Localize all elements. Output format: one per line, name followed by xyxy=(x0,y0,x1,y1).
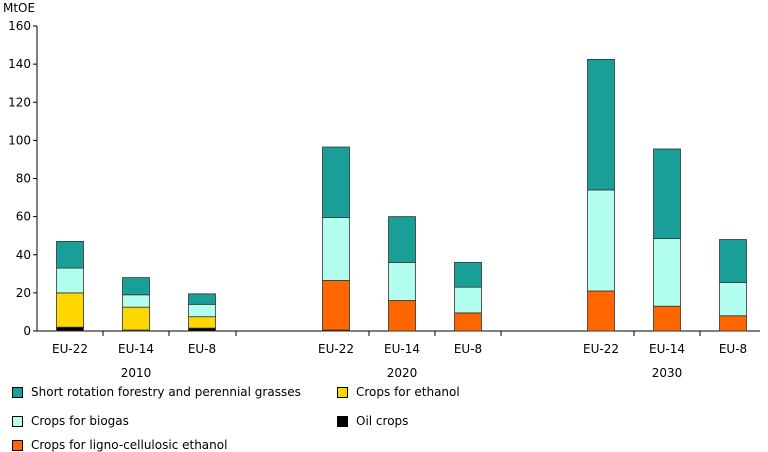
x-tick-label: EU-14 xyxy=(118,342,154,356)
bar-segment xyxy=(719,281,747,317)
legend-label-ligno-ethanol: Crops for ligno-cellulosic ethanol xyxy=(31,438,228,452)
x-tick-label: EU-22 xyxy=(583,342,619,356)
bar-segment xyxy=(653,148,681,239)
legend-label-short-rotation: Short rotation forestry and perennial gr… xyxy=(31,385,301,399)
bar-segment xyxy=(122,306,150,331)
legend-swatch-oil-crops xyxy=(337,415,348,427)
x-tick-label: EU-8 xyxy=(719,342,747,356)
legend-item-ligno-ethanol: Crops for ligno-cellulosic ethanol xyxy=(12,438,227,452)
y-tick-label: 100 xyxy=(8,133,31,147)
x-tick-label: EU-8 xyxy=(188,342,216,356)
y-tick-label: 120 xyxy=(8,95,31,109)
bar-segment xyxy=(56,292,84,328)
bar-segment xyxy=(56,241,84,269)
bar-segment xyxy=(188,293,216,305)
bars xyxy=(56,58,747,332)
bar-segment xyxy=(388,300,416,332)
y-tick-label: 60 xyxy=(16,210,31,224)
bar-segment xyxy=(454,261,482,288)
bar-segment xyxy=(587,58,615,191)
y-tick-label: 140 xyxy=(8,57,31,71)
legend-item-crops-biogas: Crops for biogas xyxy=(12,414,129,428)
bar-segment xyxy=(56,326,84,332)
y-tick-label: 40 xyxy=(16,248,31,262)
bar-segment xyxy=(719,239,747,283)
legend-swatch-short-rotation xyxy=(12,386,23,398)
bar-segment xyxy=(322,280,350,331)
bar-segment xyxy=(188,327,216,332)
bar-segment xyxy=(56,267,84,294)
x-tick-label: EU-14 xyxy=(649,342,685,356)
bar-segment xyxy=(122,294,150,308)
stacked-bar-chart: MtOE 0 20 40 60 80 100 120 140 160 EU-22 EU-14 EU-8… xyxy=(3,1,760,380)
axis-labels: 0 20 40 60 80 100 120 140 160 EU-22 EU-14 EU-8 2010 E… xyxy=(8,19,747,380)
year-group-label: 2010 xyxy=(121,366,152,380)
x-tick-label: EU-22 xyxy=(318,342,354,356)
y-tick-label: 80 xyxy=(16,172,31,186)
bar-segment xyxy=(188,303,216,318)
legend-label-crops-biogas: Crops for biogas xyxy=(31,414,129,428)
bar-segment xyxy=(719,315,747,332)
legend-label-oil-crops: Oil crops xyxy=(356,414,409,428)
bar-segment xyxy=(388,216,416,263)
bar-segment xyxy=(322,217,350,281)
x-tick-label: EU-22 xyxy=(52,342,88,356)
bar-segment xyxy=(653,238,681,307)
legend-swatch-ligno-ethanol xyxy=(12,439,23,451)
bar-segment xyxy=(188,316,216,329)
legend-swatch-crops-ethanol xyxy=(337,386,348,398)
legend-label-crops-ethanol: Crops for ethanol xyxy=(356,385,460,399)
legend-item-short-rotation: Short rotation forestry and perennial gr… xyxy=(12,385,301,399)
bar-segment xyxy=(454,312,482,332)
bar-segment xyxy=(587,189,615,292)
bar-segment xyxy=(587,290,615,332)
year-group-label: 2020 xyxy=(387,366,418,380)
bar-segment xyxy=(322,146,350,218)
bar-segment xyxy=(388,261,416,301)
bar-segment xyxy=(122,277,150,296)
bar-segment xyxy=(454,286,482,314)
legend: Short rotation forestry and perennial gr… xyxy=(12,385,472,452)
year-group-label: 2030 xyxy=(652,366,683,380)
y-tick-label: 160 xyxy=(8,19,31,33)
legend-item-crops-ethanol: Crops for ethanol xyxy=(337,385,460,399)
bar-segment xyxy=(653,305,681,332)
legend-item-oil-crops: Oil crops xyxy=(337,414,408,428)
x-tick-label: EU-14 xyxy=(384,342,420,356)
y-tick-label: 20 xyxy=(16,286,31,300)
legend-swatch-crops-biogas xyxy=(12,415,23,427)
y-axis-label: MtOE xyxy=(3,1,35,15)
y-tick-label: 0 xyxy=(23,324,31,338)
x-tick-label: EU-8 xyxy=(454,342,482,356)
